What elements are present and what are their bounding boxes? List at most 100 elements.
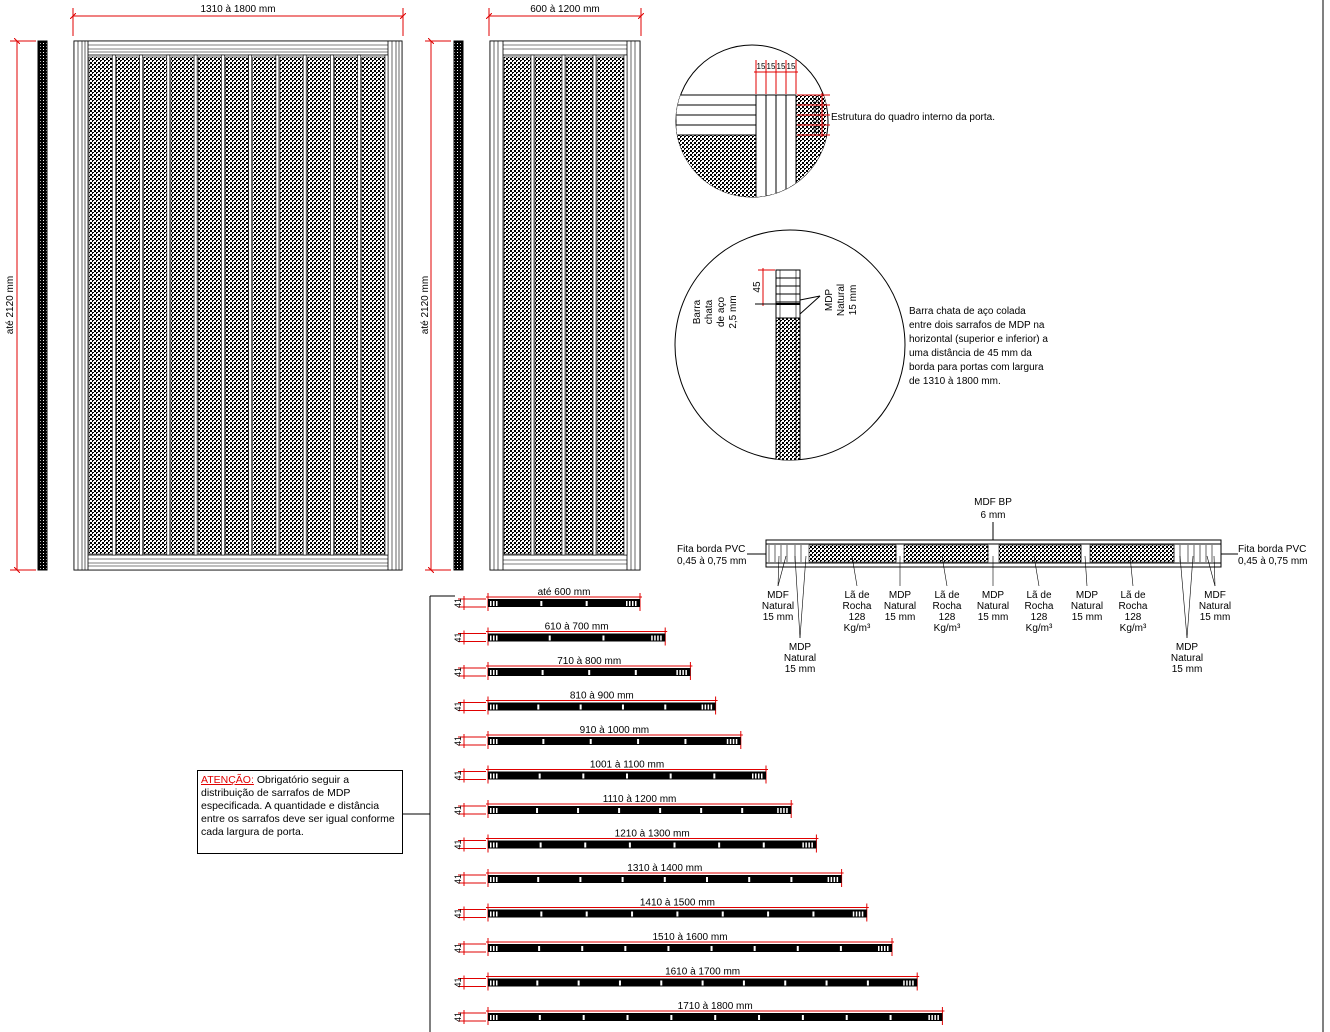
width-mdp-strip-10-7: [812, 911, 815, 917]
width-edge-strip-r-6: [761, 773, 763, 779]
width-mdp-strip-3-3: [634, 670, 637, 675]
width-edge-strip-l-10: [496, 911, 498, 917]
wide-mdp-strip-6: [248, 54, 252, 556]
width-mdp-strip-13-8: [845, 1015, 848, 1020]
width-edge-strip-r-3: [679, 670, 681, 675]
section-label-10-3: 15 mm: [1172, 664, 1203, 675]
frame-dim-7: 15: [812, 115, 821, 124]
width-edge-strip-r-5: [729, 739, 732, 744]
frame-dim-5: 15: [812, 95, 821, 104]
wide-mdp-strip-7: [275, 54, 280, 556]
section-leader-1: [777, 555, 780, 587]
width-edge-strip-l-4: [493, 704, 495, 710]
width-edge-strip-r-13: [931, 1015, 933, 1020]
section-leader-3: [851, 555, 858, 587]
section-label-2-2: Natural: [784, 653, 816, 664]
rock-wool-block-4: [1089, 544, 1175, 563]
width-mdp-strip-4-3: [621, 704, 624, 710]
narrow-panel-2: [534, 56, 563, 555]
width-mdp-strip-13-9: [889, 1015, 892, 1020]
section-label-3-1: Lã de: [844, 590, 869, 601]
section-label-1-2: Natural: [762, 601, 794, 612]
width-mdp-strip-10-5: [721, 911, 724, 917]
width-edge-strip-r-12: [906, 980, 908, 986]
frame-dim-2: 15: [767, 62, 776, 71]
bar-dim-45: 45: [752, 281, 763, 293]
thickness-label-11: 41: [453, 943, 463, 953]
mdp-label-3: 15 mm: [848, 285, 859, 316]
width-edge-strip-l-2: [493, 635, 495, 641]
width-mdp-strip-6-3: [626, 773, 628, 779]
width-edge-strip-l-3: [490, 670, 492, 675]
width-edge-strip-l-6: [496, 773, 498, 779]
section-label-7-1: Lã de: [1026, 590, 1051, 601]
width-edge-strip-l-10: [493, 911, 495, 917]
width-mdp-strip-1-2: [585, 601, 588, 606]
width-edge-strip-l-12: [496, 980, 498, 986]
width-edge-strip-l-9: [490, 877, 492, 882]
width-section-bar-5: [488, 737, 741, 745]
rock-wool-block-2: [903, 544, 989, 563]
width-mdp-strip-9-7: [790, 877, 793, 882]
width-mdp-strip-11-1: [538, 946, 541, 951]
section-label-3-3: 128: [849, 612, 866, 623]
width-mdp-strip-5-2: [589, 739, 592, 744]
wide-panel-6: [225, 56, 249, 555]
width-mdp-strip-4-4: [664, 704, 667, 710]
width-section-bar-7: [488, 806, 792, 814]
section-label-6-1: MDP: [982, 590, 1005, 601]
width-edge-strip-l-12: [490, 980, 492, 986]
narrow-height-label: até 2120 mm: [420, 276, 431, 334]
width-edge-strip-r-13: [928, 1015, 930, 1020]
width-edge-strip-r-9: [836, 877, 839, 882]
width-edge-strip-r-4: [710, 704, 713, 710]
section-label-7-2: Rocha: [1025, 601, 1054, 612]
section-label-1-1: MDF: [767, 590, 789, 601]
width-mdp-strip-6-5: [713, 773, 716, 779]
width-mdp-strip-2-2: [602, 635, 605, 641]
width-mdp-strip-12-2: [577, 980, 580, 986]
width-edge-strip-r-11: [881, 946, 883, 951]
width-edge-strip-l-9: [493, 877, 495, 882]
wide-panel-9: [306, 56, 331, 555]
width-edge-strip-l-11: [493, 946, 495, 951]
section-label-11-3: 15 mm: [1200, 612, 1231, 623]
width-mdp-strip-11-5: [710, 946, 713, 951]
wide-height-label: até 2120 mm: [5, 276, 16, 334]
wide-panel-7: [252, 56, 277, 555]
section-leader-5: [941, 555, 948, 587]
section-leader-1: [777, 555, 787, 587]
width-mdp-strip-8-5: [718, 842, 721, 848]
width-mdp-strip-7-5: [700, 808, 703, 813]
narrow-door-side-view: até 2120 mm: [420, 41, 464, 570]
narrow-panel-3: [565, 56, 594, 555]
width-edge-strip-l-5: [490, 739, 492, 744]
width-edge-strip-r-12: [903, 980, 905, 986]
bar-caption-5: borda para portas com largura: [909, 362, 1044, 373]
section-leader-10: [1186, 555, 1194, 639]
width-range-label-2: 610 à 700 mm: [545, 622, 609, 633]
width-edge-strip-l-7: [493, 808, 495, 813]
wide-panel-10: [334, 56, 359, 555]
wide-mdp-strip-4: [193, 54, 198, 556]
width-mdp-strip-8-4: [673, 842, 676, 848]
width-mdp-strip-7-2: [577, 808, 580, 813]
width-range-label-12: 1610 à 1700 mm: [665, 967, 740, 978]
width-mdp-strip-12-9: [866, 980, 869, 986]
frame-dim-6: 15: [812, 105, 821, 114]
bar-caption-4: uma distância de 45 mm da: [909, 348, 1032, 359]
door-cross-section: MDF BP 6 mm Fita borda PVC 0,45 à 0,75 m…: [677, 497, 1307, 675]
width-edge-strip-l-8: [490, 842, 492, 848]
wide-panel-5: [197, 56, 222, 555]
narrow-mdp-strip-3: [592, 54, 597, 556]
width-mdp-strip-13-6: [758, 1015, 761, 1020]
bar-caption-1: Barra chata de aço colada: [909, 306, 1026, 317]
width-range-label-5: 910 à 1000 mm: [580, 725, 650, 736]
section-label-9-2: Rocha: [1119, 601, 1148, 612]
width-mdp-strip-8-1: [539, 842, 542, 848]
width-edge-strip-r-1: [629, 601, 631, 606]
width-range-label-6: 1001 à 1100 mm: [590, 760, 664, 771]
rock-wool-block-3: [998, 544, 1082, 563]
width-range-label-8: 1210 à 1300 mm: [615, 829, 690, 840]
width-edge-strip-r-1: [632, 601, 634, 606]
